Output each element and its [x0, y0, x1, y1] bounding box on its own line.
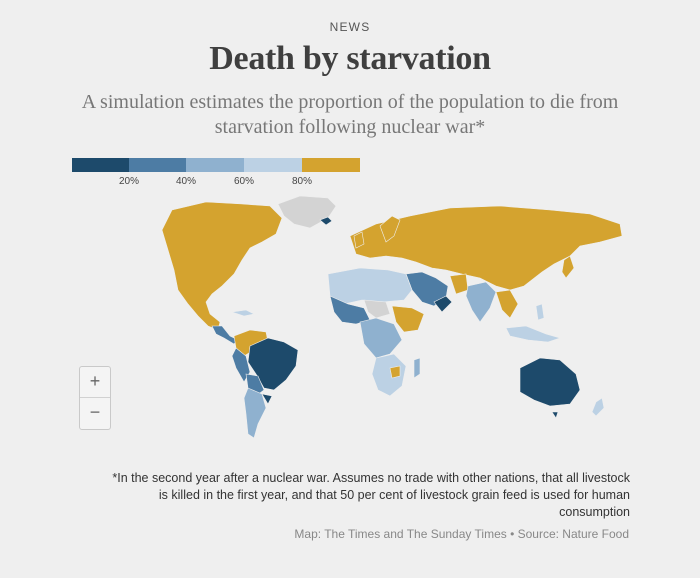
peru[interactable] [231, 347, 251, 383]
madagascar[interactable] [413, 357, 421, 379]
philippines[interactable] [535, 303, 545, 321]
southern-cone[interactable] [243, 387, 267, 439]
zoom-divider [80, 397, 110, 398]
source-credit: Map: The Times and The Sunday Times • So… [294, 527, 629, 541]
iceland[interactable] [319, 216, 333, 226]
north-africa[interactable] [327, 267, 413, 305]
japan[interactable] [561, 255, 575, 279]
legend-swatch-1 [72, 158, 129, 172]
legend-tick-60: 60% [233, 176, 255, 187]
legend-tick-80: 80% [291, 176, 313, 187]
india[interactable] [465, 281, 497, 323]
uruguay[interactable] [261, 393, 273, 405]
new-zealand[interactable] [591, 397, 605, 417]
eurasia-north[interactable] [349, 205, 623, 291]
footnote: *In the second year after a nuclear war.… [112, 471, 630, 519]
zoom-out-button[interactable]: − [89, 402, 101, 422]
australia[interactable] [519, 357, 581, 407]
southern-africa[interactable] [371, 353, 407, 397]
legend-swatch-5 [302, 158, 360, 172]
east-africa[interactable] [391, 305, 425, 333]
indonesia[interactable] [505, 325, 562, 343]
tasmania[interactable] [551, 411, 559, 419]
central-africa[interactable] [359, 317, 403, 359]
page-subtitle: A simulation estimates the proportion of… [81, 91, 619, 138]
world-map[interactable] [150, 190, 630, 455]
southern-africa-high[interactable] [389, 365, 401, 379]
zoom-in-button[interactable]: + [89, 371, 101, 391]
legend-swatch-3 [186, 158, 244, 172]
legend: 20% 40% 60% 80% [72, 158, 362, 192]
south-asia-west[interactable] [449, 273, 469, 295]
legend-swatch-2 [129, 158, 186, 172]
sahel[interactable] [363, 299, 391, 319]
caribbean[interactable] [231, 309, 255, 317]
legend-tick-20: 20% [118, 176, 140, 187]
oman[interactable] [433, 295, 453, 313]
central-america[interactable] [211, 325, 239, 345]
southeast-asia[interactable] [495, 289, 519, 319]
legend-swatch-4 [244, 158, 302, 172]
uk[interactable] [353, 231, 365, 249]
north-america[interactable] [161, 201, 283, 331]
section-kicker: NEWS [329, 20, 371, 34]
legend-tick-40: 40% [175, 176, 197, 187]
page-title: Death by starvation [209, 40, 491, 77]
scandinavia[interactable] [379, 215, 401, 243]
brazil[interactable] [247, 337, 299, 391]
zoom-control: + − [79, 366, 111, 430]
